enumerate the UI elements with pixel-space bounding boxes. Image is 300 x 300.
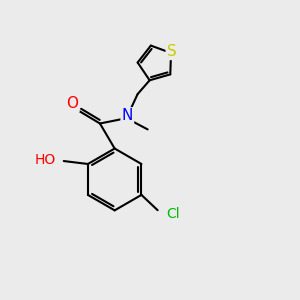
Text: N: N <box>122 108 133 123</box>
Text: S: S <box>167 44 176 59</box>
Text: O: O <box>67 96 79 111</box>
Text: HO: HO <box>34 154 56 167</box>
Text: Cl: Cl <box>166 207 179 221</box>
